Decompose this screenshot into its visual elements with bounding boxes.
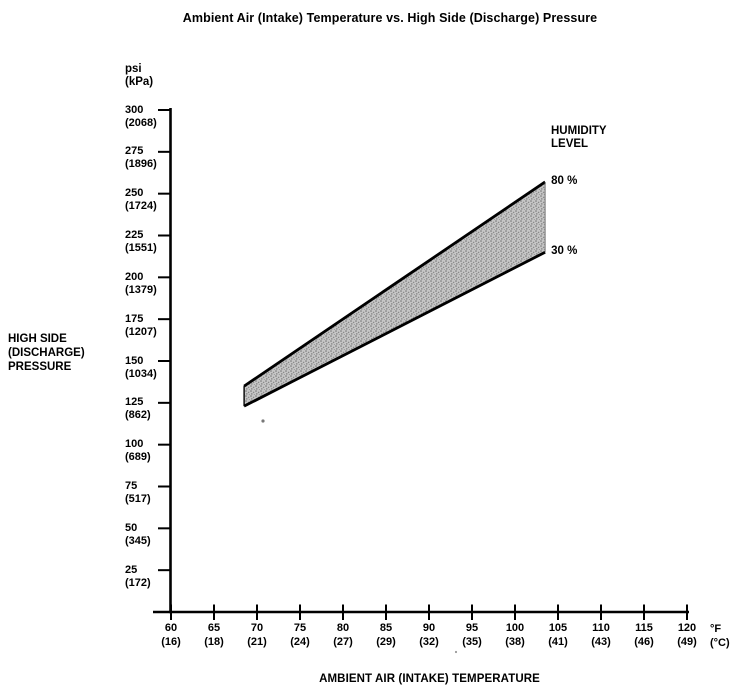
- x-axis-unit-label: °F (°C): [710, 623, 730, 649]
- y-tick-label: 225 (1551): [125, 229, 157, 254]
- x-tick-label: 115 (46): [634, 622, 654, 648]
- humidity-line-30-percent: [243, 250, 546, 408]
- y-tick-label: 175 (1207): [125, 312, 157, 338]
- scan-speck: [261, 419, 265, 423]
- y-tick-label: 250 (1724): [125, 187, 157, 213]
- x-tick-label: 70 (21): [247, 622, 267, 648]
- x-axis-label: AMBIENT AIR (INTAKE) TEMPERATURE: [319, 673, 540, 685]
- x-tick-label: 80 (27): [333, 622, 353, 648]
- x-tick-label: 120 (49): [677, 622, 697, 648]
- y-tick-label: 75 (517): [125, 480, 151, 505]
- y-axis-label: HIGH SIDE (DISCHARGE) PRESSURE: [8, 333, 85, 373]
- humidity-band: [244, 181, 546, 407]
- y-tick-label: 125 (862): [125, 396, 151, 422]
- y-tick-label: 300 (2068): [125, 103, 157, 129]
- x-tick-label: 65 (18): [204, 622, 224, 648]
- x-tick-label: 110 (43): [591, 622, 611, 648]
- x-tick-label: 60 (16): [161, 622, 181, 648]
- x-tick-label: 90 (32): [419, 622, 439, 648]
- y-tick-label: 25 (172): [125, 563, 151, 589]
- scan-speck: [454, 650, 458, 654]
- x-tick-label: 100 (38): [505, 622, 525, 648]
- legend-title: HUMIDITY LEVEL: [551, 125, 607, 150]
- humidity-line-80-percent: [243, 180, 546, 388]
- y-axis-unit-label: psi (kPa): [125, 63, 154, 88]
- y-tick-label: 100 (689): [125, 438, 151, 464]
- x-tick-label: 95 (35): [462, 622, 482, 648]
- x-tick-label: 85 (29): [376, 622, 396, 648]
- x-tick-label: 75 (24): [290, 622, 310, 648]
- x-tick-label: 105 (41): [548, 622, 568, 648]
- y-tick-label: 150 (1034): [125, 354, 157, 380]
- series-label-30-percent: 30 %: [551, 245, 578, 258]
- y-tick-label: 50 (345): [125, 521, 151, 547]
- chart-title: Ambient Air (Intake) Temperature vs. Hig…: [182, 11, 598, 25]
- y-tick-label: 275 (1896): [125, 145, 157, 171]
- y-tick-label: 200 (1379): [125, 270, 157, 296]
- series-label-80-percent: 80 %: [551, 174, 578, 187]
